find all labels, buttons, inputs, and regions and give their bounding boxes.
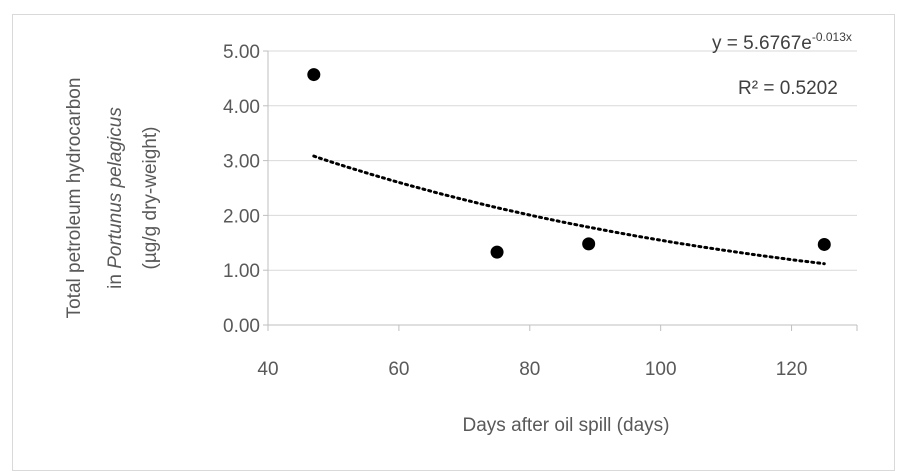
- chart-frame: [12, 14, 895, 471]
- data-points: [307, 68, 831, 259]
- x-axis-title: Days after oil spill (days): [463, 415, 670, 436]
- r-squared-label: R² = 0.5202: [738, 78, 838, 99]
- x-tick-label: 120: [776, 359, 808, 380]
- y-axis-title: Total petroleum hydrocarbon in Portunus p…: [64, 78, 161, 319]
- trendline: [312, 154, 826, 266]
- data-point: [307, 68, 321, 82]
- data-point: [817, 237, 831, 251]
- y-tick-label: 5.00: [223, 42, 260, 63]
- y-axis-title-segment: Total petroleum hydrocarbon: [64, 78, 85, 319]
- y-tick-label: 3.00: [223, 152, 260, 173]
- y-tick-labels: 0.00 1.00 2.00 3.00 4.00 5.00: [223, 42, 260, 337]
- trendline-equation: y = 5.6767e-0.013x: [712, 30, 852, 54]
- y-axis-title-line: Total petroleum hydrocarbon: [64, 78, 85, 319]
- x-tick-label: 60: [388, 359, 409, 380]
- y-axis-title-line: (µg/g dry-weight): [140, 127, 161, 270]
- y-axis-title-segment: Portunus pelagicus: [105, 107, 126, 269]
- trendline-group: [312, 154, 826, 266]
- x-tick-label: 80: [519, 359, 540, 380]
- y-axis-title-segment: (µg/g dry-weight): [140, 127, 161, 270]
- y-tick-label: 4.00: [223, 97, 260, 118]
- data-point: [490, 245, 504, 259]
- x-tick-label: 40: [257, 359, 278, 380]
- y-tick-label: 1.00: [223, 261, 260, 282]
- y-axis-title-segment: in: [105, 269, 126, 289]
- x-tick-labels: 40 60 80 100 120: [257, 359, 807, 380]
- equation-base: y = 5.6767e: [712, 33, 812, 54]
- data-point: [582, 237, 596, 251]
- equation-exponent: -0.013x: [812, 30, 852, 44]
- gridlines: [268, 50, 857, 271]
- x-tick-label: 100: [645, 359, 677, 380]
- y-axis-title-line: in Portunus pelagicus: [105, 107, 126, 289]
- axes: [263, 50, 858, 331]
- y-tick-label: 0.00: [223, 316, 260, 337]
- y-tick-label: 2.00: [223, 206, 260, 227]
